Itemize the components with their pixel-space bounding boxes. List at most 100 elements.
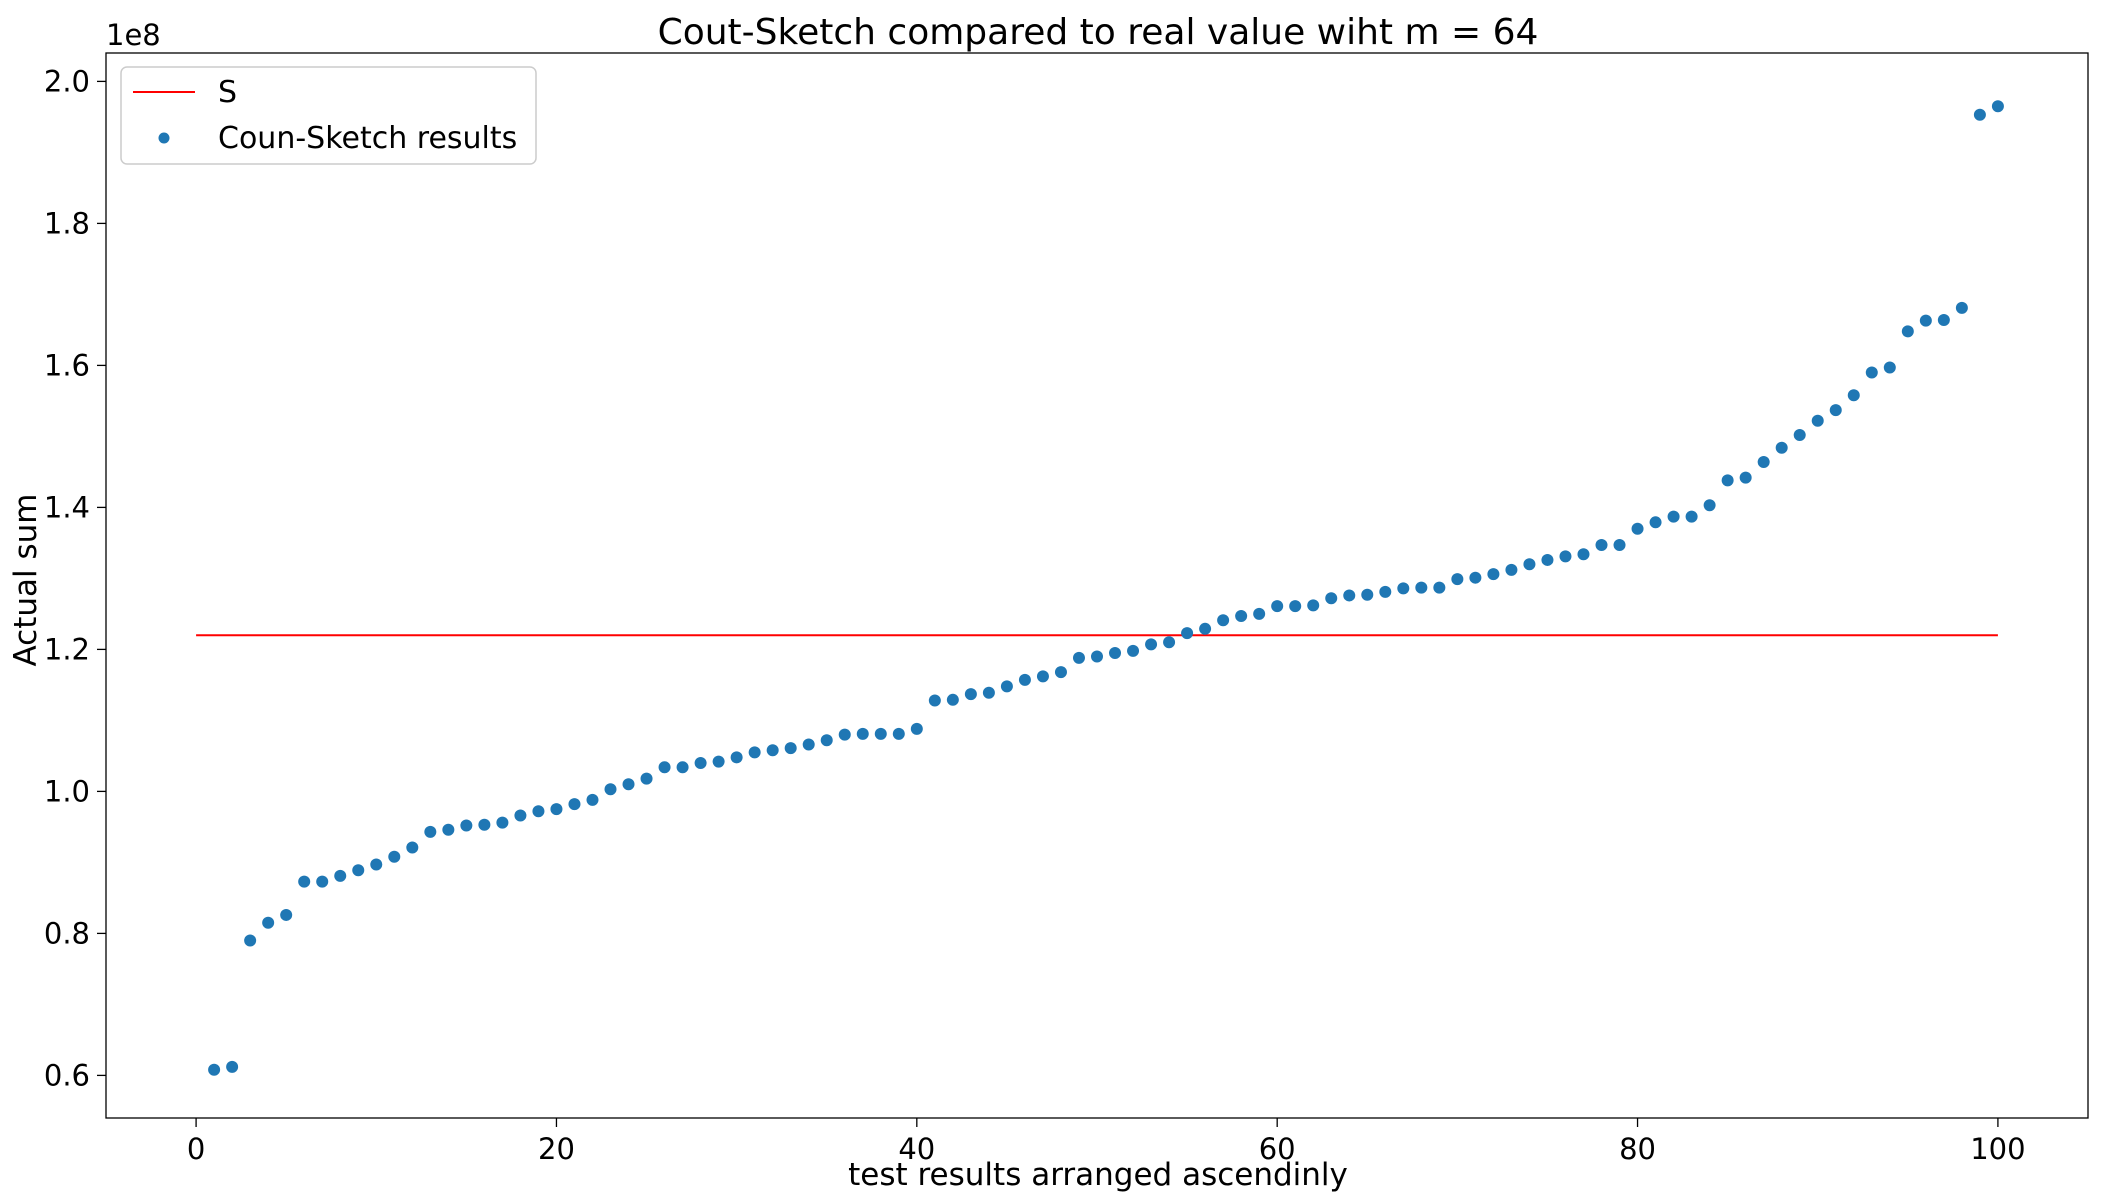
data-point [1000,680,1013,693]
data-point [1307,599,1320,612]
data-point [1703,499,1716,512]
data-point [1523,558,1536,571]
data-point [406,841,419,854]
data-point [208,1063,221,1076]
data-point [658,761,671,774]
x-tick-label: 80 [1619,1132,1656,1166]
chart-title: Cout-Sketch compared to real value wiht … [658,12,1539,53]
data-point [1451,573,1464,586]
data-point [838,728,851,741]
data-point [280,908,293,921]
data-point [766,744,779,757]
y-tick-label: 1.2 [44,632,90,666]
data-point [1181,627,1194,640]
data-point [802,738,815,751]
data-point [532,805,545,818]
data-point [1361,588,1374,601]
data-point [1919,314,1932,327]
data-point [1415,581,1428,594]
data-point [1054,666,1067,679]
data-point [784,742,797,755]
y-tick-label: 0.8 [44,916,90,950]
data-point [1072,651,1085,664]
data-point [586,793,599,806]
data-point [1469,571,1482,584]
data-point [1271,600,1284,613]
y-tick-label: 1.0 [44,774,90,808]
data-point [1325,592,1338,605]
data-point [676,761,689,774]
data-point [982,686,995,699]
data-point [928,694,941,707]
legend-label-line: S [218,75,237,110]
data-point [1397,582,1410,595]
data-point [964,688,977,701]
data-point [1199,622,1212,635]
x-tick-label: 40 [898,1132,935,1166]
data-point [244,934,257,947]
data-point [370,858,383,871]
data-point [1541,553,1554,566]
data-point [640,772,653,785]
data-point [1577,548,1590,561]
legend-point-swatch [158,132,170,144]
data-point [1289,600,1302,613]
data-point [1433,581,1446,594]
data-point [1739,471,1752,484]
data-point [352,864,365,877]
data-point [568,798,581,811]
x-tick-label: 0 [187,1132,205,1166]
data-point [622,778,635,791]
legend: S Coun-Sketch results [120,66,537,165]
data-point [1721,474,1734,487]
data-point [1018,673,1031,686]
data-point [334,869,347,882]
x-axis-label: test results arranged ascendinly [848,1157,1348,1193]
data-point [1253,607,1266,620]
data-point [1631,522,1644,535]
data-point [298,875,311,888]
data-point [1036,670,1049,683]
data-point [1667,510,1680,523]
data-point [1757,455,1770,468]
data-point [550,803,563,816]
data-point [1901,325,1914,338]
data-point [1487,568,1500,581]
x-tick-label: 60 [1259,1132,1296,1166]
data-point [1685,510,1698,523]
x-tick-label: 20 [538,1132,575,1166]
x-tick-label: 100 [1970,1132,2025,1166]
data-point [910,722,923,735]
data-point [388,850,401,863]
y-tick-label: 2.0 [44,64,90,98]
data-point [712,755,725,768]
data-point [604,783,617,796]
data-point [1613,539,1626,552]
data-point [1793,428,1806,441]
data-point [1865,366,1878,379]
data-point [1505,563,1518,576]
data-point [1847,389,1860,402]
plot-frame [105,52,2089,1119]
axis-ticks-layer: 0 20 40 60 80 100 0.6 0.8 1.0 1.2 1.4 1.6 1.8 2.0 [44,64,2026,1166]
data-point [460,819,473,832]
data-point [1991,100,2004,113]
data-point [1217,614,1230,627]
y-tick-label: 1.6 [44,348,90,382]
data-point [1775,441,1788,454]
data-point [1955,301,1968,314]
data-point [442,823,455,836]
data-point [1109,646,1122,659]
data-point [316,875,329,888]
data-point [1127,644,1140,657]
data-point [1343,589,1356,602]
data-point [262,916,275,929]
data-point [1811,414,1824,427]
data-point [856,727,869,740]
data-point [874,727,887,740]
data-point [1595,539,1608,552]
data-point [478,818,491,831]
data-point [1379,585,1392,598]
